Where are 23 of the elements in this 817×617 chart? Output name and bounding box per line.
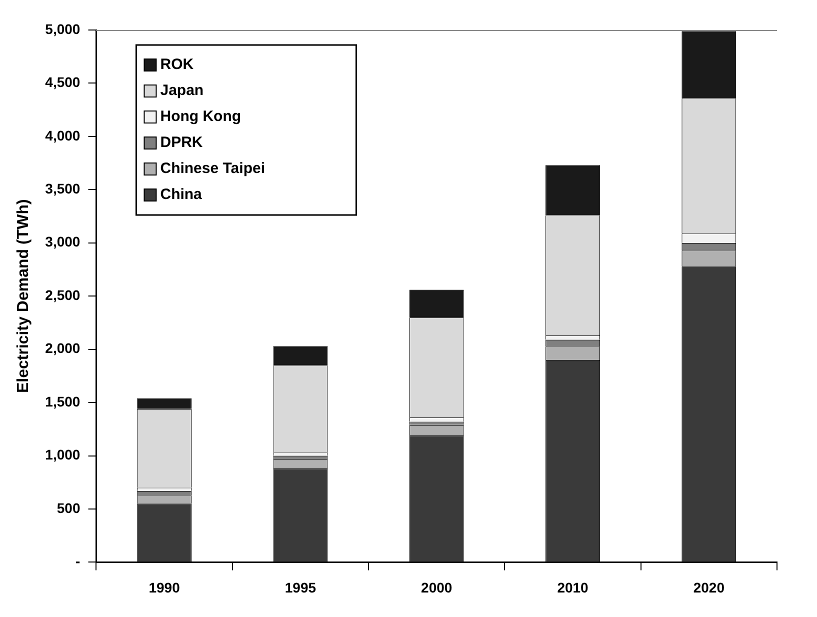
- y-tick-label: 1,000: [45, 446, 80, 463]
- legend-label: Japan: [160, 82, 204, 100]
- legend-label: Hong Kong: [160, 108, 242, 126]
- y-tick-label: 500: [56, 500, 80, 516]
- legend-label: ROK: [160, 56, 194, 74]
- legend-label: Chinese Taipei: [160, 160, 265, 178]
- y-tick-label: 5,000: [45, 20, 80, 37]
- y-tick-label: 3,000: [45, 234, 80, 250]
- x-tick-label: 1995: [284, 579, 316, 596]
- y-tick-label: -: [76, 553, 81, 570]
- legend-label: China: [160, 186, 203, 204]
- y-tick-label: 3,500: [45, 180, 80, 197]
- y-tick-label: 4,500: [45, 74, 80, 90]
- legend-label: DPRK: [160, 134, 203, 152]
- x-tick-label: 2000: [421, 579, 452, 596]
- y-tick-label: 2,000: [45, 340, 80, 356]
- y-tick-label: 1,500: [45, 393, 80, 410]
- x-tick-label: 1990: [148, 579, 180, 596]
- y-axis-title: Electricity Demand (TWh): [15, 199, 32, 394]
- y-tick-label: 4,000: [45, 127, 80, 144]
- x-tick-label: 2010: [557, 579, 589, 596]
- y-tick-label: 2,500: [45, 286, 80, 303]
- x-tick-label: 2020: [693, 579, 725, 596]
